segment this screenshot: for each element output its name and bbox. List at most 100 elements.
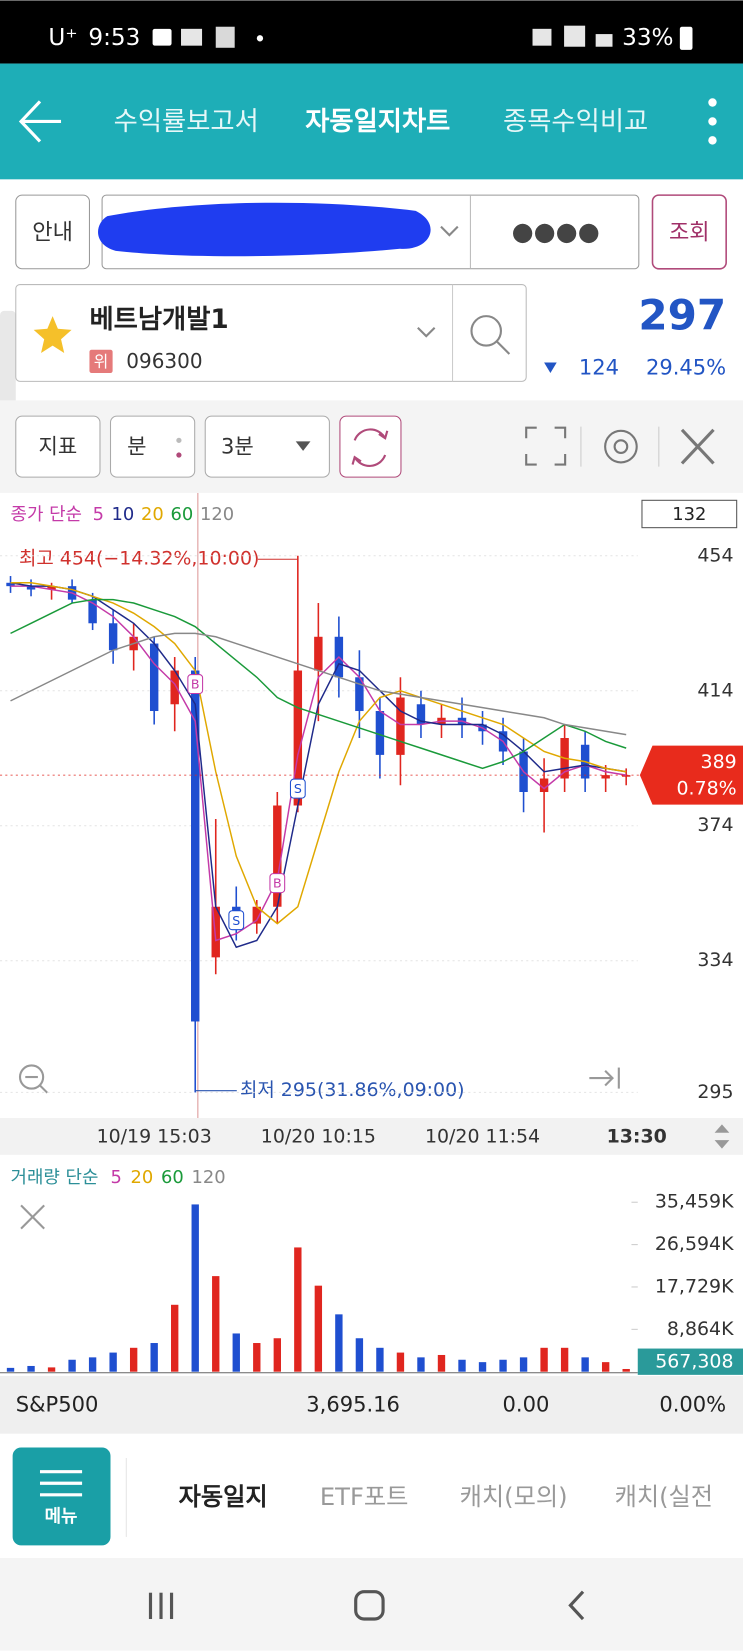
scroll-arrows[interactable] xyxy=(714,1124,730,1149)
candle-body xyxy=(26,586,36,590)
legend-period: 60 xyxy=(161,1167,184,1188)
indicator-label: 지표 xyxy=(39,434,78,459)
candle-body xyxy=(170,670,179,705)
candle-body xyxy=(252,906,261,924)
candle-body xyxy=(211,906,220,958)
volume-bar xyxy=(499,1359,507,1372)
y-tick-label: 8,864K xyxy=(667,1318,734,1340)
signal-marker xyxy=(228,910,245,931)
menu-icon xyxy=(39,1470,83,1497)
volume-bar xyxy=(519,1357,528,1372)
redaction xyxy=(98,202,431,257)
menu-button[interactable] xyxy=(12,1447,111,1546)
chevron xyxy=(440,225,459,237)
chevron xyxy=(417,326,436,338)
close-button[interactable] xyxy=(20,1204,45,1230)
menu-tab-active[interactable]: 자동일지 xyxy=(179,1483,268,1511)
refresh-button[interactable] xyxy=(339,415,402,478)
battery-text: 33% xyxy=(622,25,673,51)
moving-average xyxy=(10,585,627,942)
y-tick-label: 17,729K xyxy=(655,1275,734,1297)
legend-period: 10 xyxy=(112,504,135,525)
volume-bar xyxy=(212,1276,220,1372)
header-tab-active[interactable]: 자동일지차트 xyxy=(305,107,450,137)
volume-bar xyxy=(171,1304,179,1372)
menu-tab[interactable]: 캐치(모의) xyxy=(460,1483,568,1511)
volume-bar xyxy=(191,1204,199,1372)
moving-average xyxy=(10,582,627,925)
candle-body xyxy=(273,805,282,907)
back-nav-button[interactable] xyxy=(568,1590,585,1621)
unit-label: 분 xyxy=(127,434,146,459)
candle-body xyxy=(191,670,200,1022)
zoom-out-button[interactable] xyxy=(18,1064,49,1094)
password-field[interactable]: ●●●● xyxy=(512,217,600,246)
battery-icon xyxy=(679,26,693,50)
volume-panel xyxy=(0,1154,743,1376)
last-change-rate: 0.78% xyxy=(677,777,737,799)
indicator-button[interactable] xyxy=(15,415,101,478)
latest-button[interactable] xyxy=(589,1067,620,1089)
volume-bar xyxy=(355,1338,364,1372)
stock-change-rate: 29.45% xyxy=(646,355,726,380)
info-button[interactable] xyxy=(15,194,90,270)
query-button[interactable] xyxy=(651,194,727,270)
status-dot xyxy=(256,35,264,42)
status-icon xyxy=(152,28,172,46)
side-handle[interactable] xyxy=(0,310,16,406)
header-tab[interactable]: 종목수익비교 xyxy=(503,107,648,137)
y-tick-label: 334 xyxy=(697,949,733,971)
tools-button[interactable] xyxy=(680,428,715,465)
stock-select[interactable] xyxy=(15,284,527,382)
signal-marker xyxy=(289,778,306,799)
unit-button[interactable] xyxy=(109,415,196,478)
dropdown-arrow xyxy=(295,441,311,451)
volume-bar xyxy=(417,1357,425,1372)
signal-label: B xyxy=(191,677,200,692)
header-tab[interactable]: 수익률보고서 xyxy=(114,107,259,137)
volume-bar xyxy=(560,1347,569,1372)
home-button[interactable] xyxy=(354,1590,385,1621)
signal-icon xyxy=(595,34,613,47)
volume-bar xyxy=(458,1359,466,1372)
interval-select[interactable] xyxy=(204,415,330,478)
candle-body xyxy=(293,670,303,806)
volume-bar xyxy=(47,1367,56,1372)
back-button[interactable] xyxy=(18,100,62,143)
recent-apps-button[interactable] xyxy=(148,1592,174,1620)
volume-bar xyxy=(622,1368,630,1372)
more-button[interactable] xyxy=(708,98,717,145)
candle-body xyxy=(375,711,385,755)
favorite-star[interactable] xyxy=(33,316,72,353)
volume-bar xyxy=(88,1357,97,1372)
settings-button[interactable] xyxy=(604,429,638,464)
candle-body xyxy=(416,704,426,725)
menu-tab[interactable]: ETF포트 xyxy=(320,1483,408,1511)
moving-average xyxy=(10,598,627,770)
search-icon[interactable] xyxy=(470,315,511,355)
index-value: 3,695.16 xyxy=(306,1391,400,1416)
signal-label: S xyxy=(232,913,240,928)
legend-period: 20 xyxy=(130,1167,153,1188)
system-nav xyxy=(0,1557,743,1651)
info-label: 안내 xyxy=(32,219,73,245)
last-volume: 567,308 xyxy=(655,1351,733,1373)
candle-body xyxy=(108,623,118,651)
volume-bar xyxy=(540,1347,548,1372)
legend-period: 5 xyxy=(93,504,104,525)
menu-tab[interactable]: 캐치(실전 xyxy=(615,1483,713,1511)
legend-title: 거래량 단순 xyxy=(11,1167,99,1188)
y-tick-label: 414 xyxy=(697,679,733,701)
candle-body xyxy=(149,643,159,712)
legend-period: 60 xyxy=(170,504,193,525)
last-price-tag xyxy=(639,745,743,805)
stock-change: 124 xyxy=(579,355,619,380)
signal-label: B xyxy=(273,876,282,891)
volume-bar xyxy=(478,1362,487,1372)
status-icon xyxy=(181,28,203,46)
signal-label: S xyxy=(294,781,302,796)
volume-bar xyxy=(376,1347,384,1372)
high-note: 최고 454(−14.32%,10:00) xyxy=(19,548,259,570)
fullscreen-button[interactable] xyxy=(525,426,567,466)
down-arrow xyxy=(544,362,557,373)
